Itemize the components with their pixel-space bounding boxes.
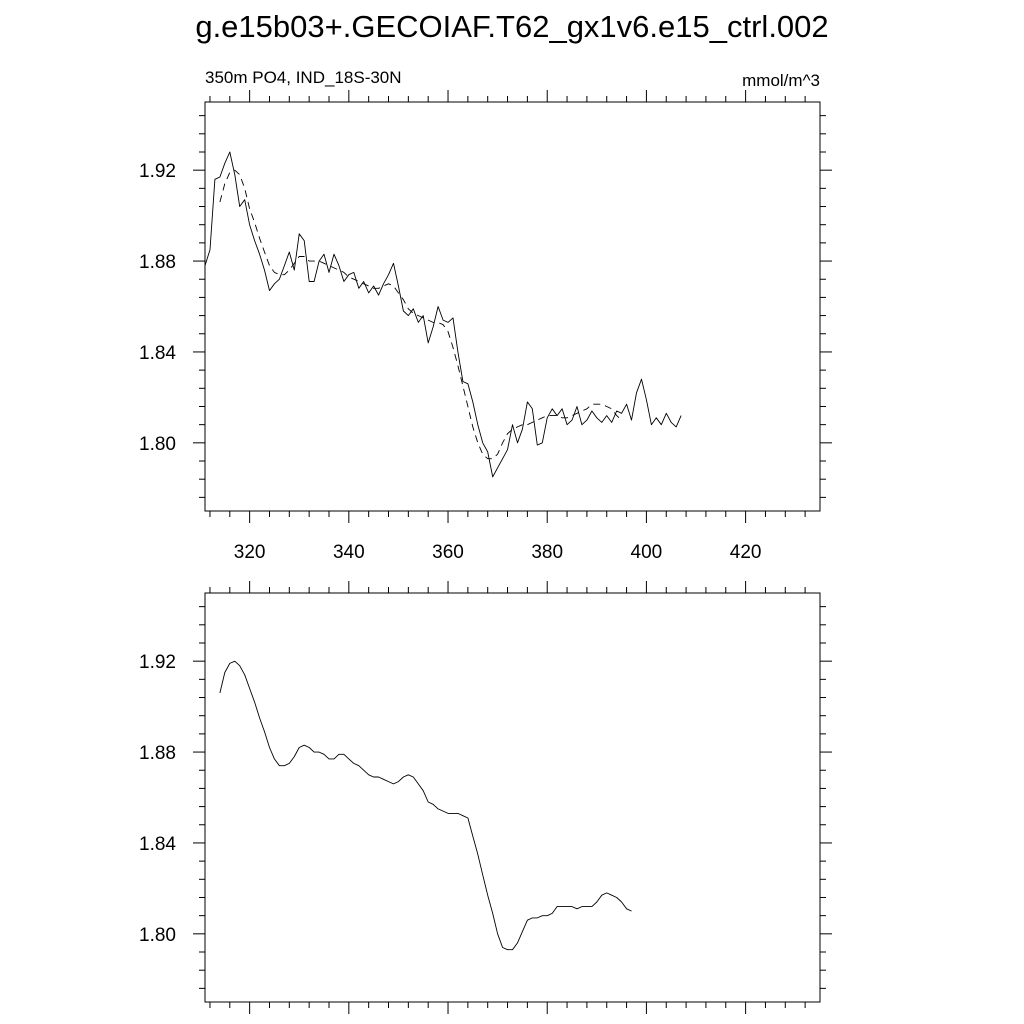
top-axis-ticks: 320 340 360 380 400 420 1.80 1.84 1.88 1.92: [139, 90, 832, 563]
bottom-axis-ticks: 1.80 1.84 1.88 1.92: [139, 581, 832, 1014]
top-panel-units-label: mmol/m^3: [742, 71, 820, 90]
x-tick-label: 380: [531, 542, 563, 563]
solid-series-line: [219, 660, 632, 951]
top-panel-left-label: 350m PO4, IND_18S-30N: [205, 68, 402, 87]
bottom-panel: 1.80 1.84 1.88 1.92: [139, 581, 832, 1014]
y-tick-label: 1.84: [139, 343, 176, 364]
x-tick-label: 420: [730, 542, 762, 563]
y-tick-label: 1.92: [139, 652, 176, 673]
chart-title: g.e15b03+.GECOIAF.T62_gx1v6.e15_ctrl.002: [195, 9, 828, 44]
y-tick-label: 1.88: [139, 252, 176, 273]
x-tick-label: 360: [432, 542, 464, 563]
top-plot-frame: [204, 101, 821, 512]
solid-series-line: [204, 151, 682, 478]
y-tick-label: 1.84: [139, 834, 176, 855]
dashed-series-line: [219, 169, 622, 460]
bottom-plot-frame: [204, 592, 821, 1003]
bottom-series-group: [219, 660, 632, 951]
y-tick-label: 1.92: [139, 161, 176, 182]
y-tick-label: 1.80: [139, 925, 176, 946]
y-tick-label: 1.88: [139, 743, 176, 764]
x-tick-label: 320: [234, 542, 266, 563]
y-tick-label: 1.80: [139, 434, 176, 455]
top-series-group: [204, 151, 682, 478]
x-tick-label: 340: [333, 542, 365, 563]
x-tick-label: 400: [631, 542, 663, 563]
top-panel: 350m PO4, IND_18S-30N mmol/m^3 320 340 360…: [139, 68, 832, 563]
